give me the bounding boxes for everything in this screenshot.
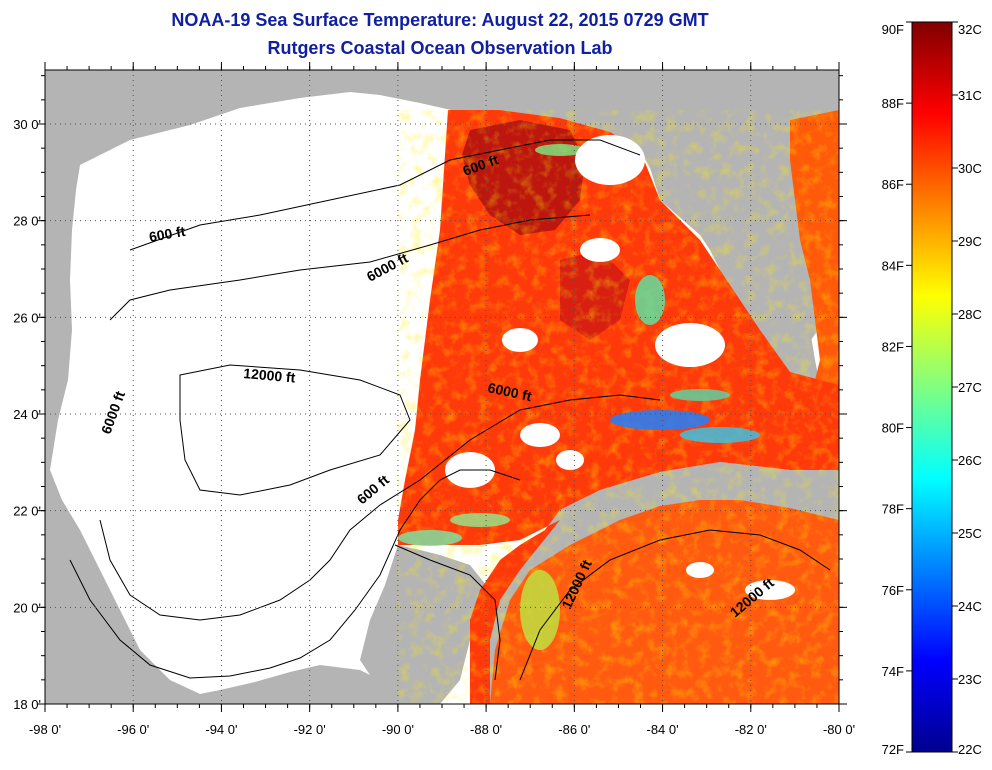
- axis-tick-labels: -98 0' -96 0' -94 0' -92 0' -90 0' -88 0' -86 …: [13, 117, 855, 737]
- lat-tick-label: 18 0': [13, 697, 41, 712]
- contour-yucatan-shelf: [394, 544, 501, 681]
- lon-tick-label: -88 0': [470, 722, 502, 737]
- lat-tick-label: 28 0': [13, 214, 41, 229]
- lon-tick-label: -90 0': [382, 722, 414, 737]
- colorbar-c-label: 22C: [958, 742, 982, 757]
- colorbar-c-label: 28C: [958, 307, 982, 322]
- colorbar-f-label: 72F: [882, 742, 904, 757]
- colorbar-c-label: 29C: [958, 234, 982, 249]
- colorbar-f-label: 74F: [882, 664, 904, 679]
- colorbar-c-label: 25C: [958, 526, 982, 541]
- colorbar: [911, 21, 953, 753]
- lat-tick-label: 22 0': [13, 504, 41, 519]
- lon-tick-label: -94 0': [205, 722, 237, 737]
- contour-600ft-outer: [69, 139, 641, 679]
- colorbar-f-label: 82F: [882, 339, 904, 354]
- colorbar-f-label: 90F: [882, 22, 904, 37]
- lon-tick-label: -84 0': [646, 722, 678, 737]
- lon-tick-label: -86 0': [558, 722, 590, 737]
- cloud-masks: [445, 135, 795, 600]
- sst-cool-patches: [398, 144, 760, 650]
- contour-6000ft: [99, 214, 661, 621]
- contour-12000ft-caribbean: [519, 529, 831, 681]
- map-title: NOAA-19 Sea Surface Temperature: August …: [171, 10, 709, 30]
- colorbar-c-label: 27C: [958, 380, 982, 395]
- colorbar-c-label: 23C: [958, 672, 982, 687]
- lat-tick-label: 20 0': [13, 600, 41, 615]
- lon-tick-label: -96 0': [117, 722, 149, 737]
- colorbar-c-label: 24C: [958, 599, 982, 614]
- colorbar-c-label: 26C: [958, 453, 982, 468]
- colorbar-f-label: 88F: [882, 96, 904, 111]
- colorbar-labels: 90F 88F 86F 84F 82F 80F 78F 76F 74F 72F 32C 31C 30C 2…: [882, 22, 982, 757]
- colorbar-c-label: 31C: [958, 88, 982, 103]
- lon-tick-label: -80 0': [823, 722, 855, 737]
- colorbar-f-label: 84F: [882, 258, 904, 273]
- contour-label: 600 ft: [148, 223, 187, 245]
- lon-tick-label: -82 0': [735, 722, 767, 737]
- colorbar-c-label: 30C: [958, 161, 982, 176]
- contour-12000ft: [179, 364, 411, 496]
- colorbar-f-label: 86F: [882, 177, 904, 192]
- lat-lon-grid: [45, 70, 839, 704]
- lat-tick-label: 30 0': [13, 117, 41, 132]
- colorbar-f-label: 76F: [882, 583, 904, 598]
- colorbar-c-label: 32C: [958, 22, 982, 37]
- lat-tick-label: 26 0': [13, 310, 41, 325]
- lon-tick-label: -92 0': [294, 722, 326, 737]
- bathymetry-contours: [69, 139, 831, 681]
- colorbar-f-label: 78F: [882, 502, 904, 517]
- lon-tick-label: -98 0': [29, 722, 61, 737]
- colorbar-ticks: [906, 21, 958, 753]
- lat-tick-label: 24 0': [13, 407, 41, 422]
- contour-label: 12000 ft: [243, 365, 297, 386]
- colorbar-f-label: 80F: [882, 421, 904, 436]
- axis-ticks: [37, 62, 847, 712]
- map-subtitle: Rutgers Coastal Ocean Observation Lab: [267, 38, 613, 58]
